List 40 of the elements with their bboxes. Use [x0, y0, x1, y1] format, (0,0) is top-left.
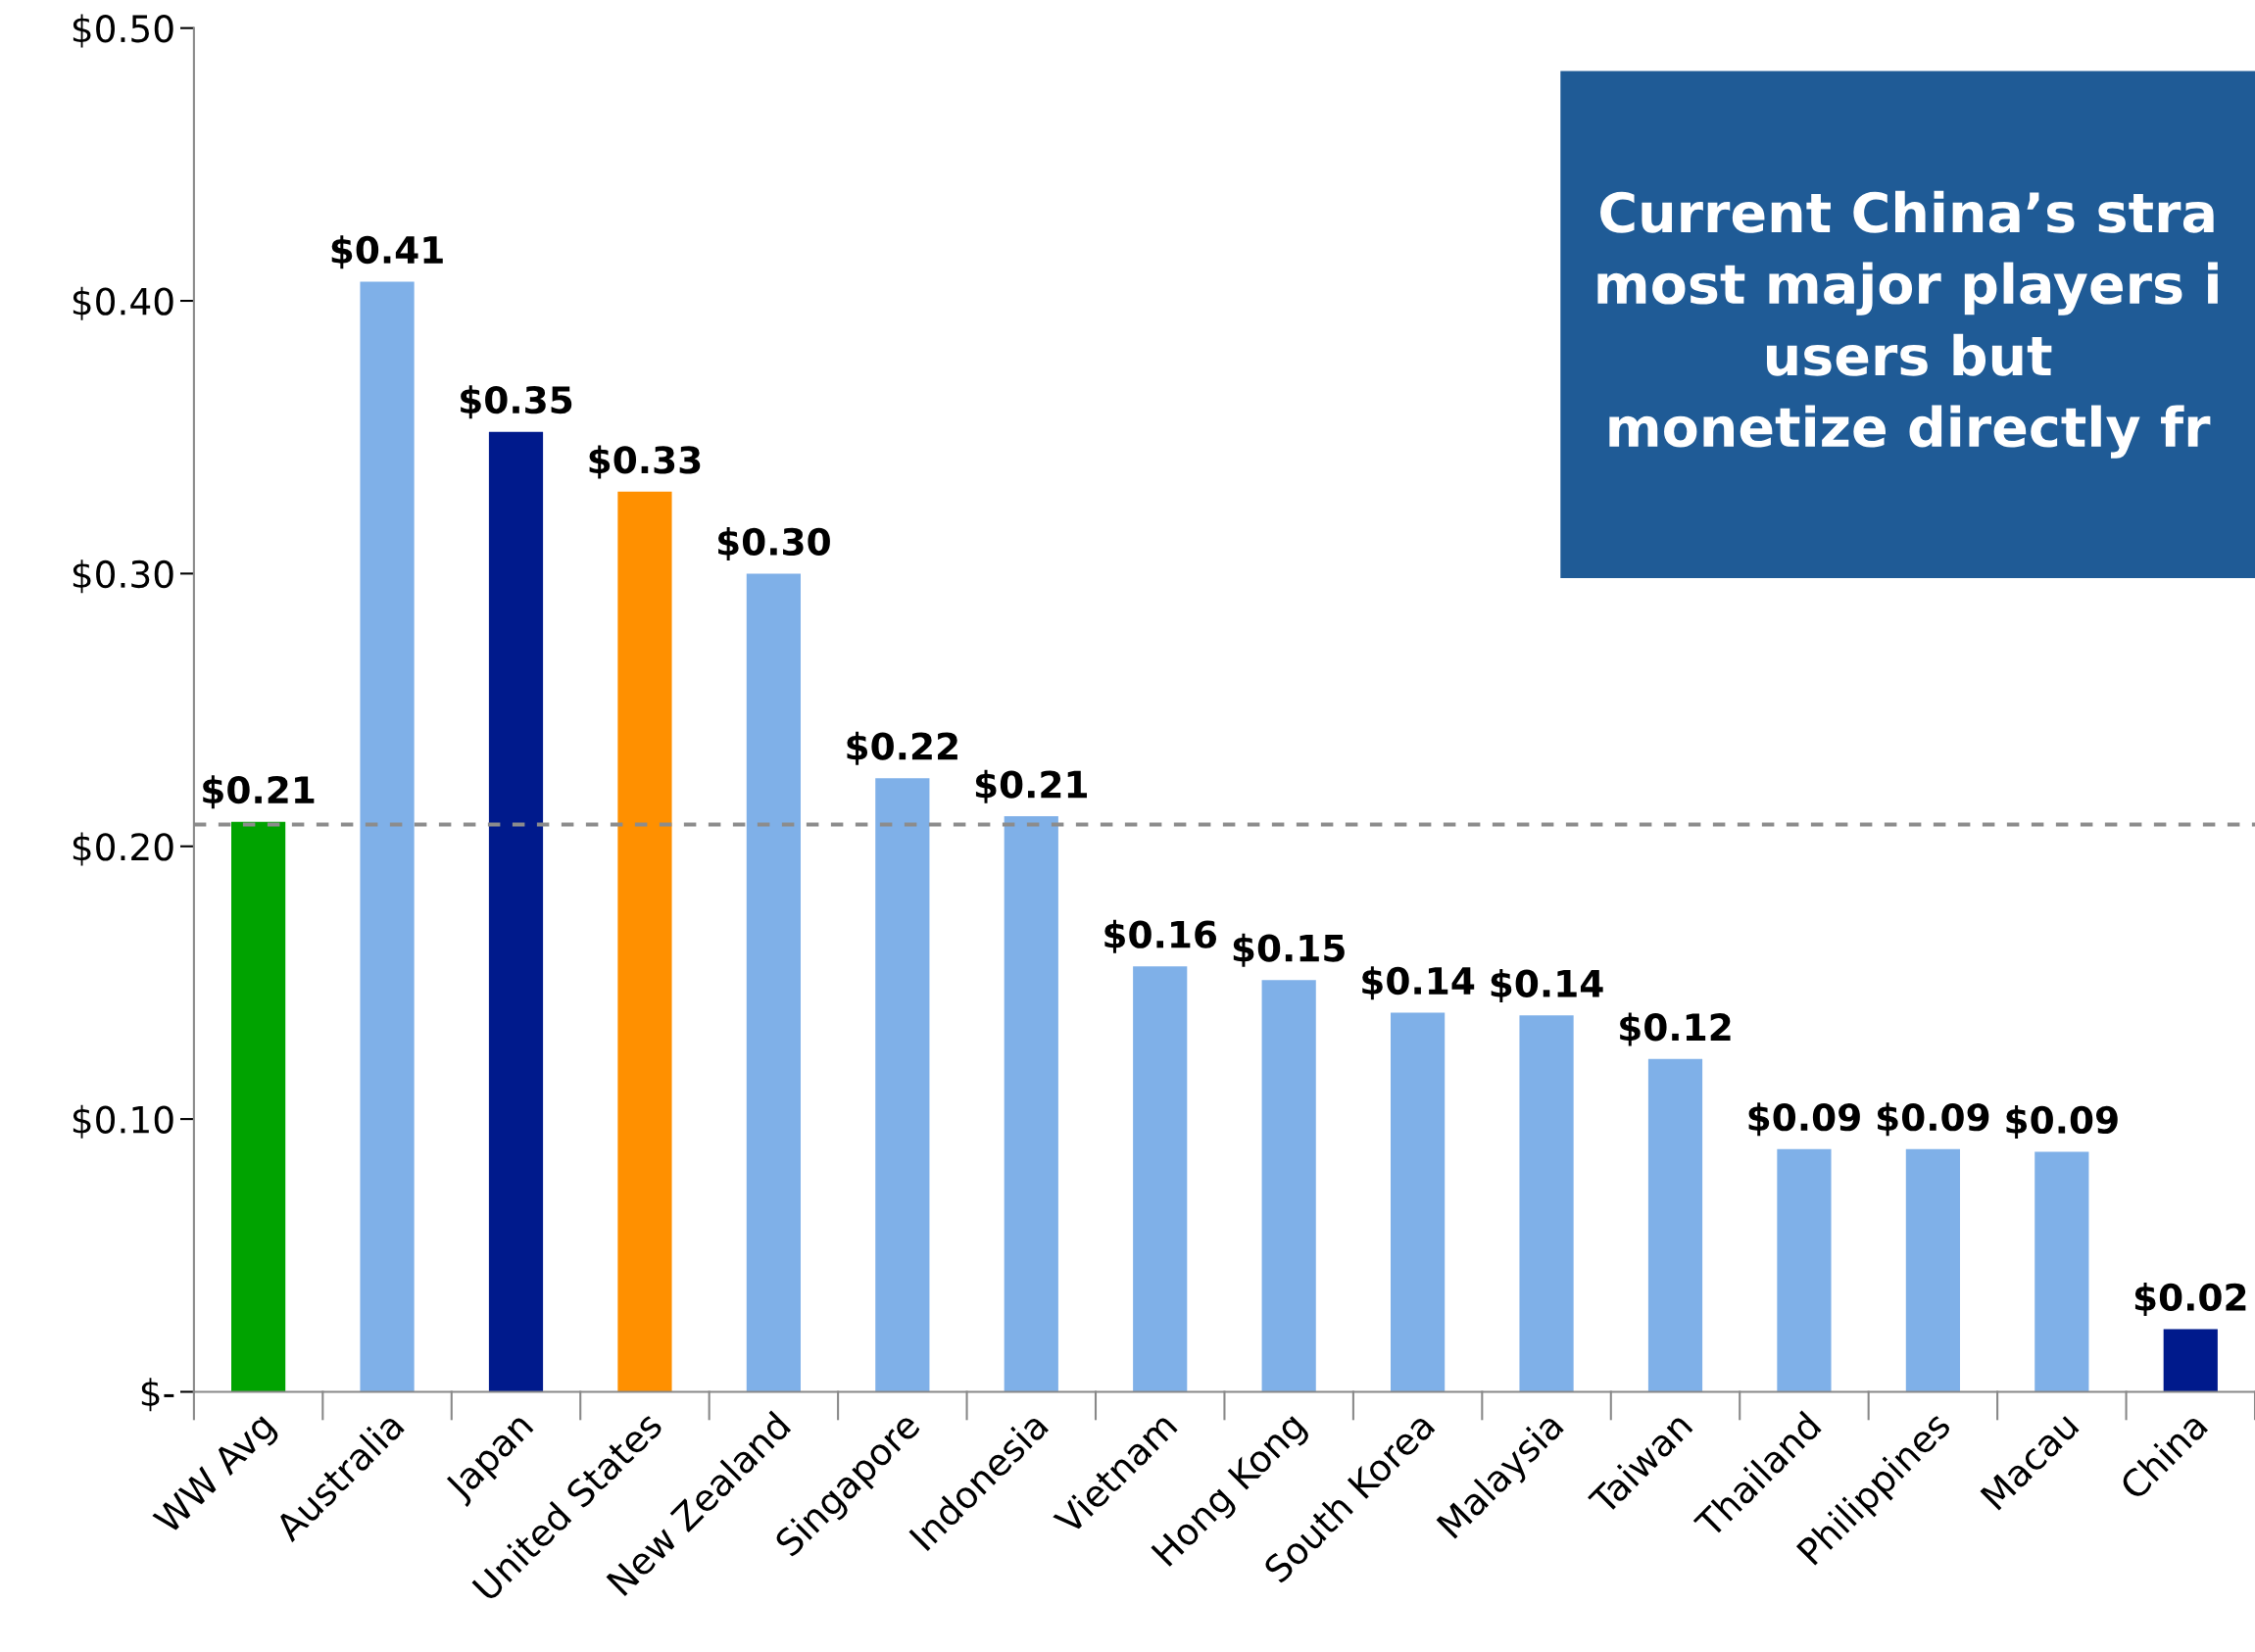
y-tick-label: $- — [141, 1378, 174, 1412]
y-tick-label: $0.10 — [73, 1104, 173, 1139]
y-tick-label: $0.30 — [73, 559, 173, 594]
data-label: $0.35 — [461, 385, 572, 419]
bar — [1004, 816, 1058, 1392]
bar — [1519, 1015, 1574, 1392]
data-label: $0.02 — [2134, 1283, 2246, 1317]
bar — [360, 281, 415, 1392]
data-label: $0.16 — [1104, 919, 1217, 953]
bar — [1647, 1058, 1703, 1392]
data-label: $0.09 — [1748, 1102, 1860, 1137]
data-label: $0.14 — [1491, 968, 1603, 1002]
y-tick-label: $0.20 — [73, 832, 173, 866]
y-tick-label: $0.50 — [73, 14, 173, 48]
bar — [1391, 1012, 1446, 1392]
bar — [1777, 1148, 1832, 1392]
bar — [1133, 966, 1188, 1392]
data-label: $0.14 — [1362, 966, 1475, 1000]
bar — [746, 573, 801, 1392]
bar — [1261, 980, 1316, 1392]
x-tick-label: WW Avg — [152, 1411, 281, 1540]
bar — [231, 821, 286, 1392]
data-label: $0.15 — [1233, 933, 1345, 967]
bar — [617, 491, 672, 1392]
data-label: $0.09 — [1878, 1102, 1989, 1137]
bar — [488, 431, 544, 1392]
data-label: $0.09 — [2006, 1105, 2118, 1140]
data-label: $0.21 — [975, 769, 1088, 803]
bar — [2163, 1329, 2218, 1392]
bar — [875, 778, 930, 1392]
data-label: $0.22 — [847, 731, 957, 765]
data-label: $0.30 — [718, 526, 830, 560]
data-label: $0.21 — [203, 775, 315, 809]
data-label: $0.12 — [1620, 1012, 1731, 1046]
annotation: Current China’s stra most major players i users but monetize directly fr — [1597, 190, 2218, 459]
data-label: $0.33 — [589, 445, 701, 479]
bar — [2034, 1151, 2089, 1392]
y-tick-label: $0.40 — [73, 286, 173, 320]
data-label: $0.41 — [331, 235, 443, 269]
bar — [1905, 1148, 1960, 1392]
